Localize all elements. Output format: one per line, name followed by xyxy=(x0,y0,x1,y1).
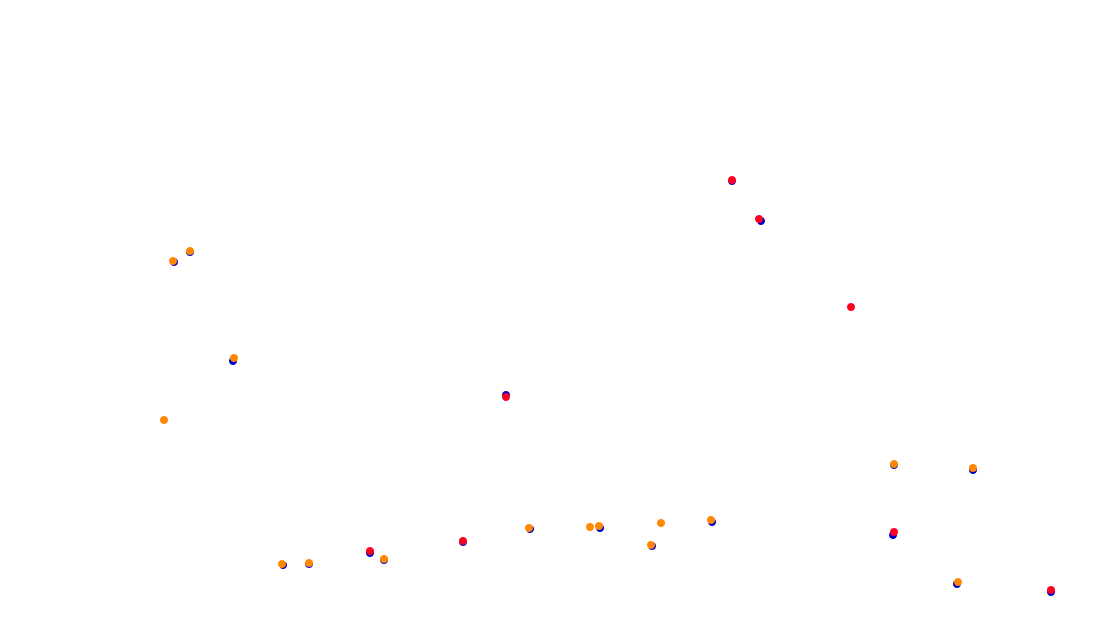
data-points xyxy=(160,176,1055,596)
orange-series xyxy=(160,247,977,586)
orange-point xyxy=(160,416,168,424)
red-series xyxy=(366,176,1055,594)
orange-point xyxy=(890,460,898,468)
orange-point xyxy=(380,555,388,563)
orange-point xyxy=(278,560,286,568)
red-point xyxy=(728,176,736,184)
red-point xyxy=(847,303,855,311)
red-point xyxy=(459,537,467,545)
red-point xyxy=(890,528,898,536)
red-point xyxy=(1047,586,1055,594)
orange-point xyxy=(169,257,177,265)
orange-point xyxy=(595,522,603,530)
red-point xyxy=(755,215,763,223)
orange-point xyxy=(969,464,977,472)
orange-point xyxy=(230,354,238,362)
red-point xyxy=(366,547,374,555)
red-point xyxy=(502,393,510,401)
orange-point xyxy=(707,516,715,524)
orange-point xyxy=(954,578,962,586)
orange-point xyxy=(186,247,194,255)
orange-point xyxy=(305,559,313,567)
orange-point xyxy=(586,523,594,531)
orange-point xyxy=(647,541,655,549)
orange-point xyxy=(525,524,533,532)
orange-point xyxy=(657,519,665,527)
